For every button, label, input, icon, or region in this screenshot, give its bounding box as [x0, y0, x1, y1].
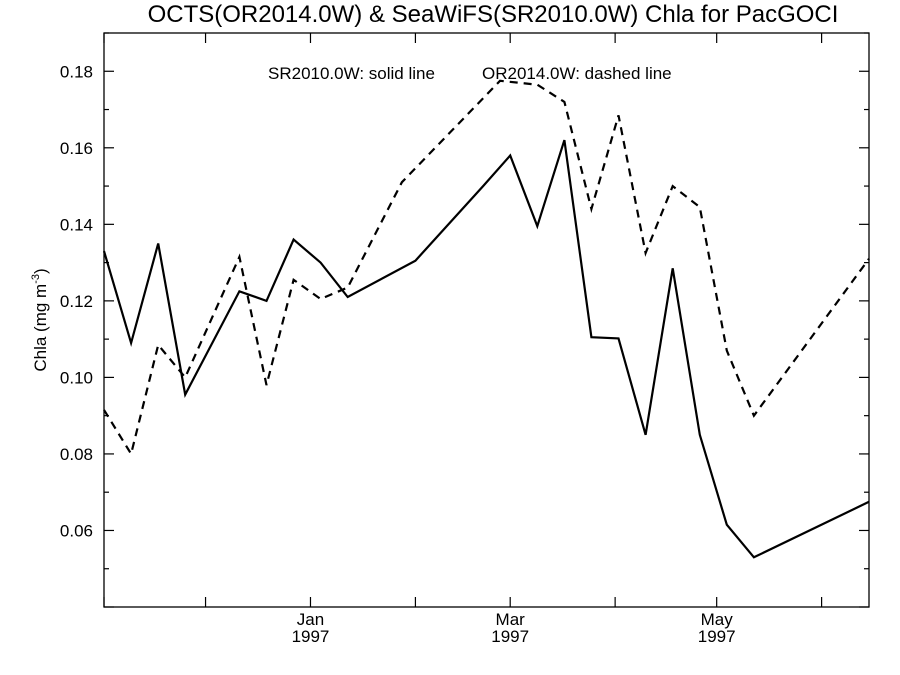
x-tick-year: 1997 — [491, 627, 529, 646]
chart-title: OCTS(OR2014.0W) & SeaWiFS(SR2010.0W) Chl… — [148, 1, 839, 28]
y-axis-label-close: ) — [31, 268, 50, 274]
y-axis: 0.06 0.08 0.10 0.12 0.14 0.16 0.18 — [60, 32, 869, 608]
x-tick-year: 1997 — [698, 627, 736, 646]
y-tick-label: 0.18 — [60, 62, 93, 81]
y-tick-label: 0.12 — [60, 292, 93, 311]
legend-solid-note: SR2010.0W: solid line — [268, 64, 435, 83]
y-tick-label: 0.10 — [60, 368, 93, 387]
legend-dashed-note: OR2014.0W: dashed line — [482, 64, 672, 83]
y-tick-label: 0.16 — [60, 139, 93, 158]
series-line-dashed — [103, 79, 870, 457]
x-tick-month: May — [701, 610, 734, 629]
x-tick-year: 1997 — [292, 627, 330, 646]
plot-border — [103, 32, 870, 608]
x-tick-month: Mar — [496, 610, 526, 629]
plot-frame — [103, 32, 870, 608]
y-axis-label-text: Chla (mg m — [31, 284, 50, 372]
series-group — [102, 79, 870, 559]
series-line-solid — [102, 139, 870, 559]
y-tick-label: 0.08 — [60, 445, 93, 464]
y-axis-label-superscript: -3 — [30, 274, 42, 284]
y-tick-label: 0.14 — [60, 215, 93, 234]
x-tick-month: Jan — [297, 610, 324, 629]
y-axis-label: Chla (mg m-3) — [30, 268, 50, 371]
y-tick-label: 0.06 — [60, 521, 93, 540]
